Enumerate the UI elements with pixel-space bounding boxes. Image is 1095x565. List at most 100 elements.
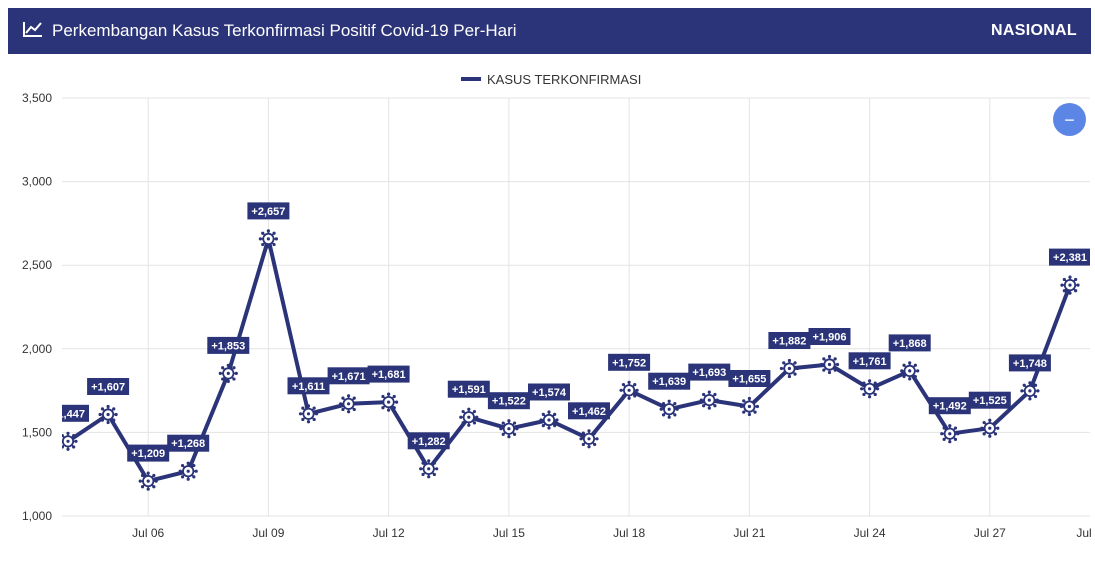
virus-marker: [579, 429, 599, 449]
virus-marker: [539, 410, 559, 430]
series-line: [66, 236, 1072, 484]
data-label-text: +1,209: [131, 448, 165, 460]
data-label: +1,574: [528, 383, 570, 401]
x-tick-label: Jul 12: [373, 526, 405, 540]
data-label: +1,209: [127, 444, 170, 462]
data-label-text: +2,381: [1053, 252, 1087, 264]
virus-marker: [258, 229, 278, 249]
x-tick-label: Jul 06: [132, 526, 164, 540]
virus-marker: [819, 354, 840, 375]
data-label: +2,657: [247, 202, 290, 220]
virus-marker: [779, 358, 799, 379]
virus-marker: [178, 461, 198, 481]
y-tick-label: 2,500: [22, 258, 52, 272]
data-label: +1,748: [1008, 354, 1051, 372]
data-label: +1,492: [928, 397, 971, 415]
virus-marker: [419, 459, 439, 479]
virus-marker: [379, 392, 399, 412]
data-label-text: +1,591: [452, 384, 486, 396]
y-tick-label: 2,000: [22, 342, 52, 356]
data-label: +1,525: [968, 391, 1011, 409]
y-tick-label: 3,500: [22, 91, 52, 105]
y-tick-label: 1,500: [22, 425, 52, 439]
data-label: +1,607: [87, 378, 130, 395]
virus-marker: [339, 394, 359, 414]
data-label-text: +1,906: [813, 332, 847, 344]
data-label: +1,868: [888, 334, 931, 352]
virus-marker: [860, 379, 880, 399]
data-label-text: +1,639: [652, 376, 686, 388]
data-label-text: +1,882: [772, 336, 806, 348]
data-label: +1,447: [51, 404, 89, 422]
x-tick-label: Jul 27: [974, 526, 1006, 540]
data-label-text: +1,748: [1013, 358, 1047, 370]
data-label: +1,611: [287, 377, 330, 395]
data-label: +1,639: [648, 372, 691, 390]
data-label: +1,671: [327, 367, 370, 385]
data-label-text: +1,522: [492, 396, 526, 408]
data-label: +1,268: [167, 434, 210, 452]
header-left: Perkembangan Kasus Terkonfirmasi Positif…: [22, 20, 517, 43]
x-tick-label: Jul 21: [733, 526, 765, 540]
data-label-text: +1,268: [171, 438, 205, 450]
data-label: +1,591: [447, 380, 490, 398]
data-label-text: +2,657: [251, 206, 285, 218]
virus-marker: [980, 418, 1000, 438]
data-label: +1,752: [608, 353, 651, 371]
data-label-text: +1,611: [292, 381, 325, 393]
data-label-text: +1,462: [572, 406, 606, 418]
chart-area: 1,000 1,500 2,000 2,500 3,000 3,500 Jul 06 Jul …: [0, 60, 1095, 560]
data-label-text: +1,655: [732, 374, 766, 386]
virus-marker: [900, 361, 920, 381]
legend-label: KASUS TERKONFIRMASI: [487, 72, 641, 87]
chart-title: Perkembangan Kasus Terkonfirmasi Positif…: [52, 21, 517, 40]
virus-marker: [739, 396, 759, 417]
data-label: +1,882: [768, 332, 811, 349]
data-label-text: +1,693: [692, 367, 726, 379]
data-label: +1,522: [487, 392, 530, 410]
virus-marker: [138, 471, 158, 491]
x-tick-label: Jul: [1076, 526, 1091, 540]
virus-marker: [1020, 381, 1040, 401]
data-label: +1,462: [568, 402, 610, 420]
x-tick-label: Jul 15: [493, 526, 525, 540]
data-label-text: +1,447: [51, 408, 85, 420]
virus-marker: [98, 404, 118, 425]
virus-marker: [699, 390, 719, 410]
data-label: +1,853: [207, 336, 250, 354]
virus-marker: [459, 407, 479, 427]
data-label-text: +1,761: [853, 356, 887, 368]
data-label-text: +1,607: [91, 382, 125, 394]
line-chart-icon: [22, 20, 44, 43]
data-label: +1,693: [688, 363, 731, 381]
y-tick-label: 1,000: [22, 509, 52, 523]
virus-marker: [499, 419, 519, 439]
data-label: +1,681: [367, 365, 410, 383]
x-tick-label: Jul 09: [252, 526, 284, 540]
data-label: +1,761: [848, 352, 891, 370]
line-chart: 1,000 1,500 2,000 2,500 3,000 3,500 Jul 06 Jul …: [22, 72, 1092, 540]
virus-marker: [659, 399, 679, 419]
data-label: +2,381: [1049, 248, 1090, 266]
data-label-text: +1,282: [412, 436, 446, 448]
data-label-text: +1,868: [893, 338, 927, 350]
x-tick-label: Jul 24: [854, 526, 886, 540]
data-label-text: +1,671: [332, 371, 366, 383]
data-label-text: +1,853: [211, 340, 245, 352]
chart-header: Perkembangan Kasus Terkonfirmasi Positif…: [8, 8, 1091, 54]
data-label-text: +1,492: [933, 401, 967, 413]
virus-marker: [218, 363, 238, 383]
virus-marker: [298, 404, 319, 424]
virus-marker: [940, 424, 960, 444]
virus-marker: [619, 380, 639, 400]
virus-marker: [62, 431, 78, 451]
scope-label: NASIONAL: [991, 22, 1077, 39]
zoom-out-button[interactable]: −: [1053, 103, 1086, 136]
data-label: +1,655: [728, 370, 771, 387]
data-label: +1,906: [808, 328, 851, 345]
data-label: +1,282: [407, 432, 450, 450]
minus-icon: −: [1064, 109, 1075, 130]
x-tick-label: Jul 18: [613, 526, 645, 540]
data-label-text: +1,574: [532, 387, 567, 399]
y-tick-label: 3,000: [22, 175, 52, 189]
